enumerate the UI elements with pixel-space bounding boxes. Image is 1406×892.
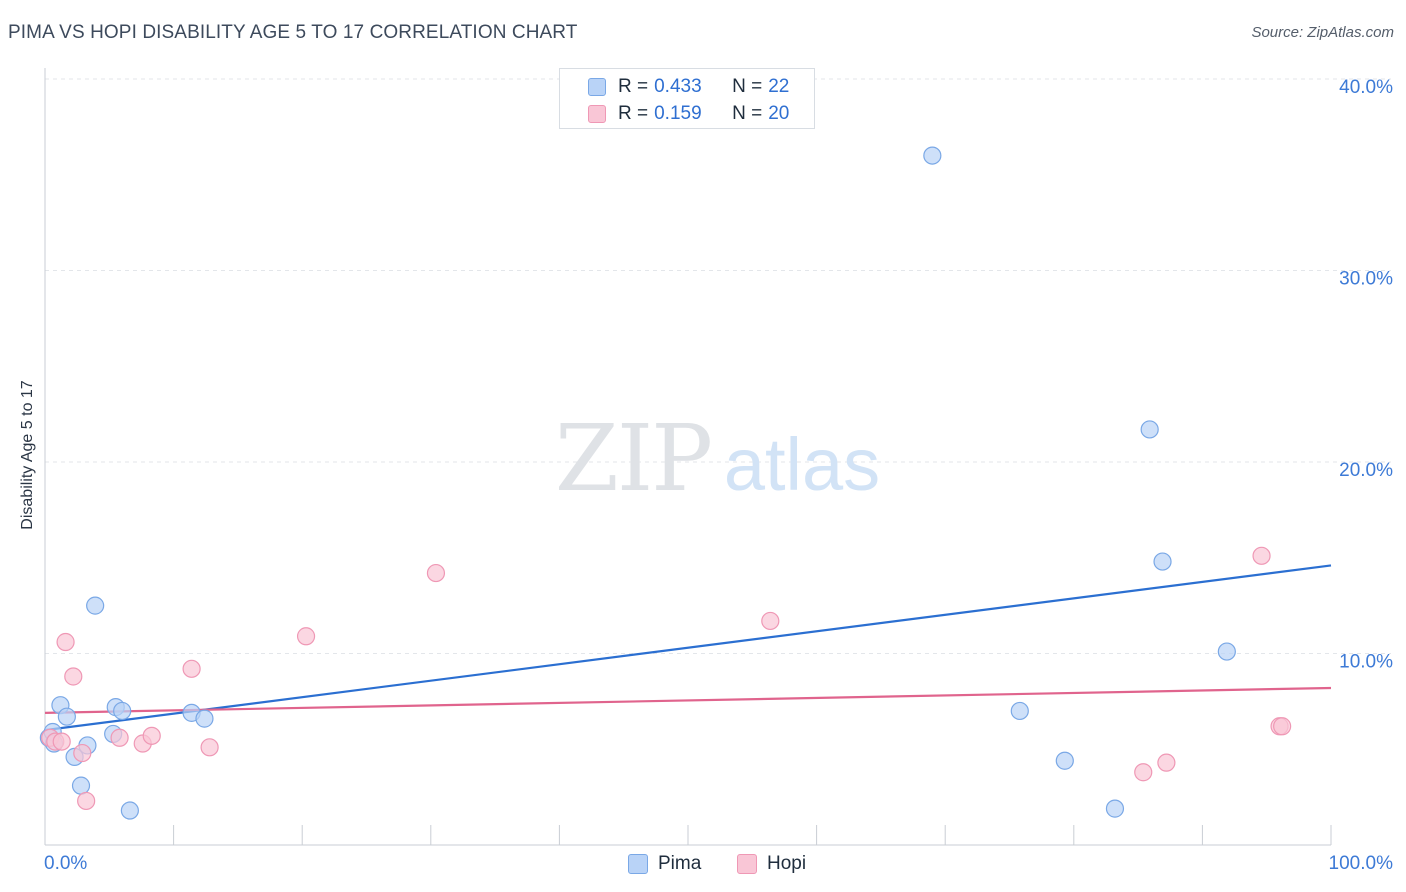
hopi-trend-line — [44, 686, 1332, 714]
source-label: Source: ZipAtlas.com — [1251, 24, 1394, 41]
y-axis-label: Disability Age 5 to 17 — [19, 380, 36, 530]
pima-point — [57, 707, 76, 726]
n-label: N = — [732, 103, 763, 124]
watermark: ZIP atlas — [555, 405, 880, 512]
legend-item-hopi[interactable]: Hopi — [737, 852, 806, 876]
y-tick-label: 20.0% — [1339, 460, 1393, 481]
pima-legend-swatch — [628, 854, 648, 874]
y-tick-labels: 10.0% 20.0% 30.0% 40.0% — [1339, 77, 1393, 673]
hopi-point — [73, 743, 92, 763]
r-label: R = — [618, 76, 649, 97]
hopi-point — [1134, 763, 1153, 782]
hopi-point — [64, 667, 83, 686]
axes — [44, 68, 1331, 846]
pima-point — [1010, 701, 1029, 721]
hopi-point — [761, 611, 780, 631]
n-value: 20 — [768, 103, 790, 124]
x-tick-labels: 0.0% 100.0% — [44, 853, 1393, 874]
pima-point — [113, 701, 132, 721]
n-label: N = — [732, 76, 763, 97]
pima-point — [1140, 420, 1159, 439]
pima-legend-label: Pima — [658, 853, 702, 874]
hopi-point — [182, 659, 201, 678]
pima-point — [195, 709, 214, 728]
pima-point — [120, 801, 139, 820]
pima-point — [1055, 751, 1074, 770]
x-tick-label-min: 0.0% — [44, 853, 87, 874]
stats-row-hopi: R = 0.159 N = 20 — [588, 102, 789, 126]
r-label: R = — [618, 103, 649, 124]
trend-lines — [44, 564, 1332, 732]
hopi-point — [1252, 546, 1271, 565]
r-value: 0.159 — [654, 103, 702, 124]
pima-trend-line — [44, 564, 1332, 732]
pima-point — [1105, 799, 1125, 818]
hopi-point — [110, 728, 129, 747]
stats-row-pima: R = 0.433 N = 22 — [588, 75, 789, 99]
hopi-point — [1157, 753, 1176, 772]
hopi-point — [200, 738, 219, 757]
y-tick-label: 40.0% — [1339, 77, 1393, 98]
hopi-point — [142, 726, 161, 745]
pima-swatch — [588, 78, 606, 96]
stats-legend: R = 0.433 N = 22 R = 0.159 N = 20 — [559, 68, 815, 129]
y-tick-label: 10.0% — [1339, 652, 1393, 673]
watermark-zip: ZIP — [555, 405, 711, 512]
pima-point — [1217, 642, 1236, 661]
hopi-legend-swatch — [737, 854, 757, 874]
chart-title: PIMA VS HOPI DISABILITY AGE 5 TO 17 CORR… — [8, 22, 578, 43]
hopi-point — [426, 563, 446, 583]
pima-point — [71, 776, 91, 795]
pima-point — [923, 146, 942, 165]
hopi-point — [52, 732, 71, 751]
pima-point — [86, 596, 105, 615]
legend-item-pima[interactable]: Pima — [628, 852, 701, 876]
hopi-point — [296, 627, 316, 646]
grid-lines — [44, 78, 1391, 845]
watermark-atlas: atlas — [724, 423, 880, 506]
data-points — [39, 146, 1292, 820]
x-tick-label-max: 100.0% — [1329, 853, 1394, 874]
hopi-swatch — [588, 105, 606, 123]
pima-point — [1153, 552, 1172, 571]
r-value: 0.433 — [654, 76, 702, 97]
hopi-point — [56, 632, 75, 652]
y-tick-label: 30.0% — [1339, 269, 1393, 290]
n-value: 22 — [768, 76, 790, 97]
hopi-point — [77, 791, 96, 811]
hopi-legend-label: Hopi — [767, 853, 807, 874]
hopi-point — [1273, 717, 1292, 736]
